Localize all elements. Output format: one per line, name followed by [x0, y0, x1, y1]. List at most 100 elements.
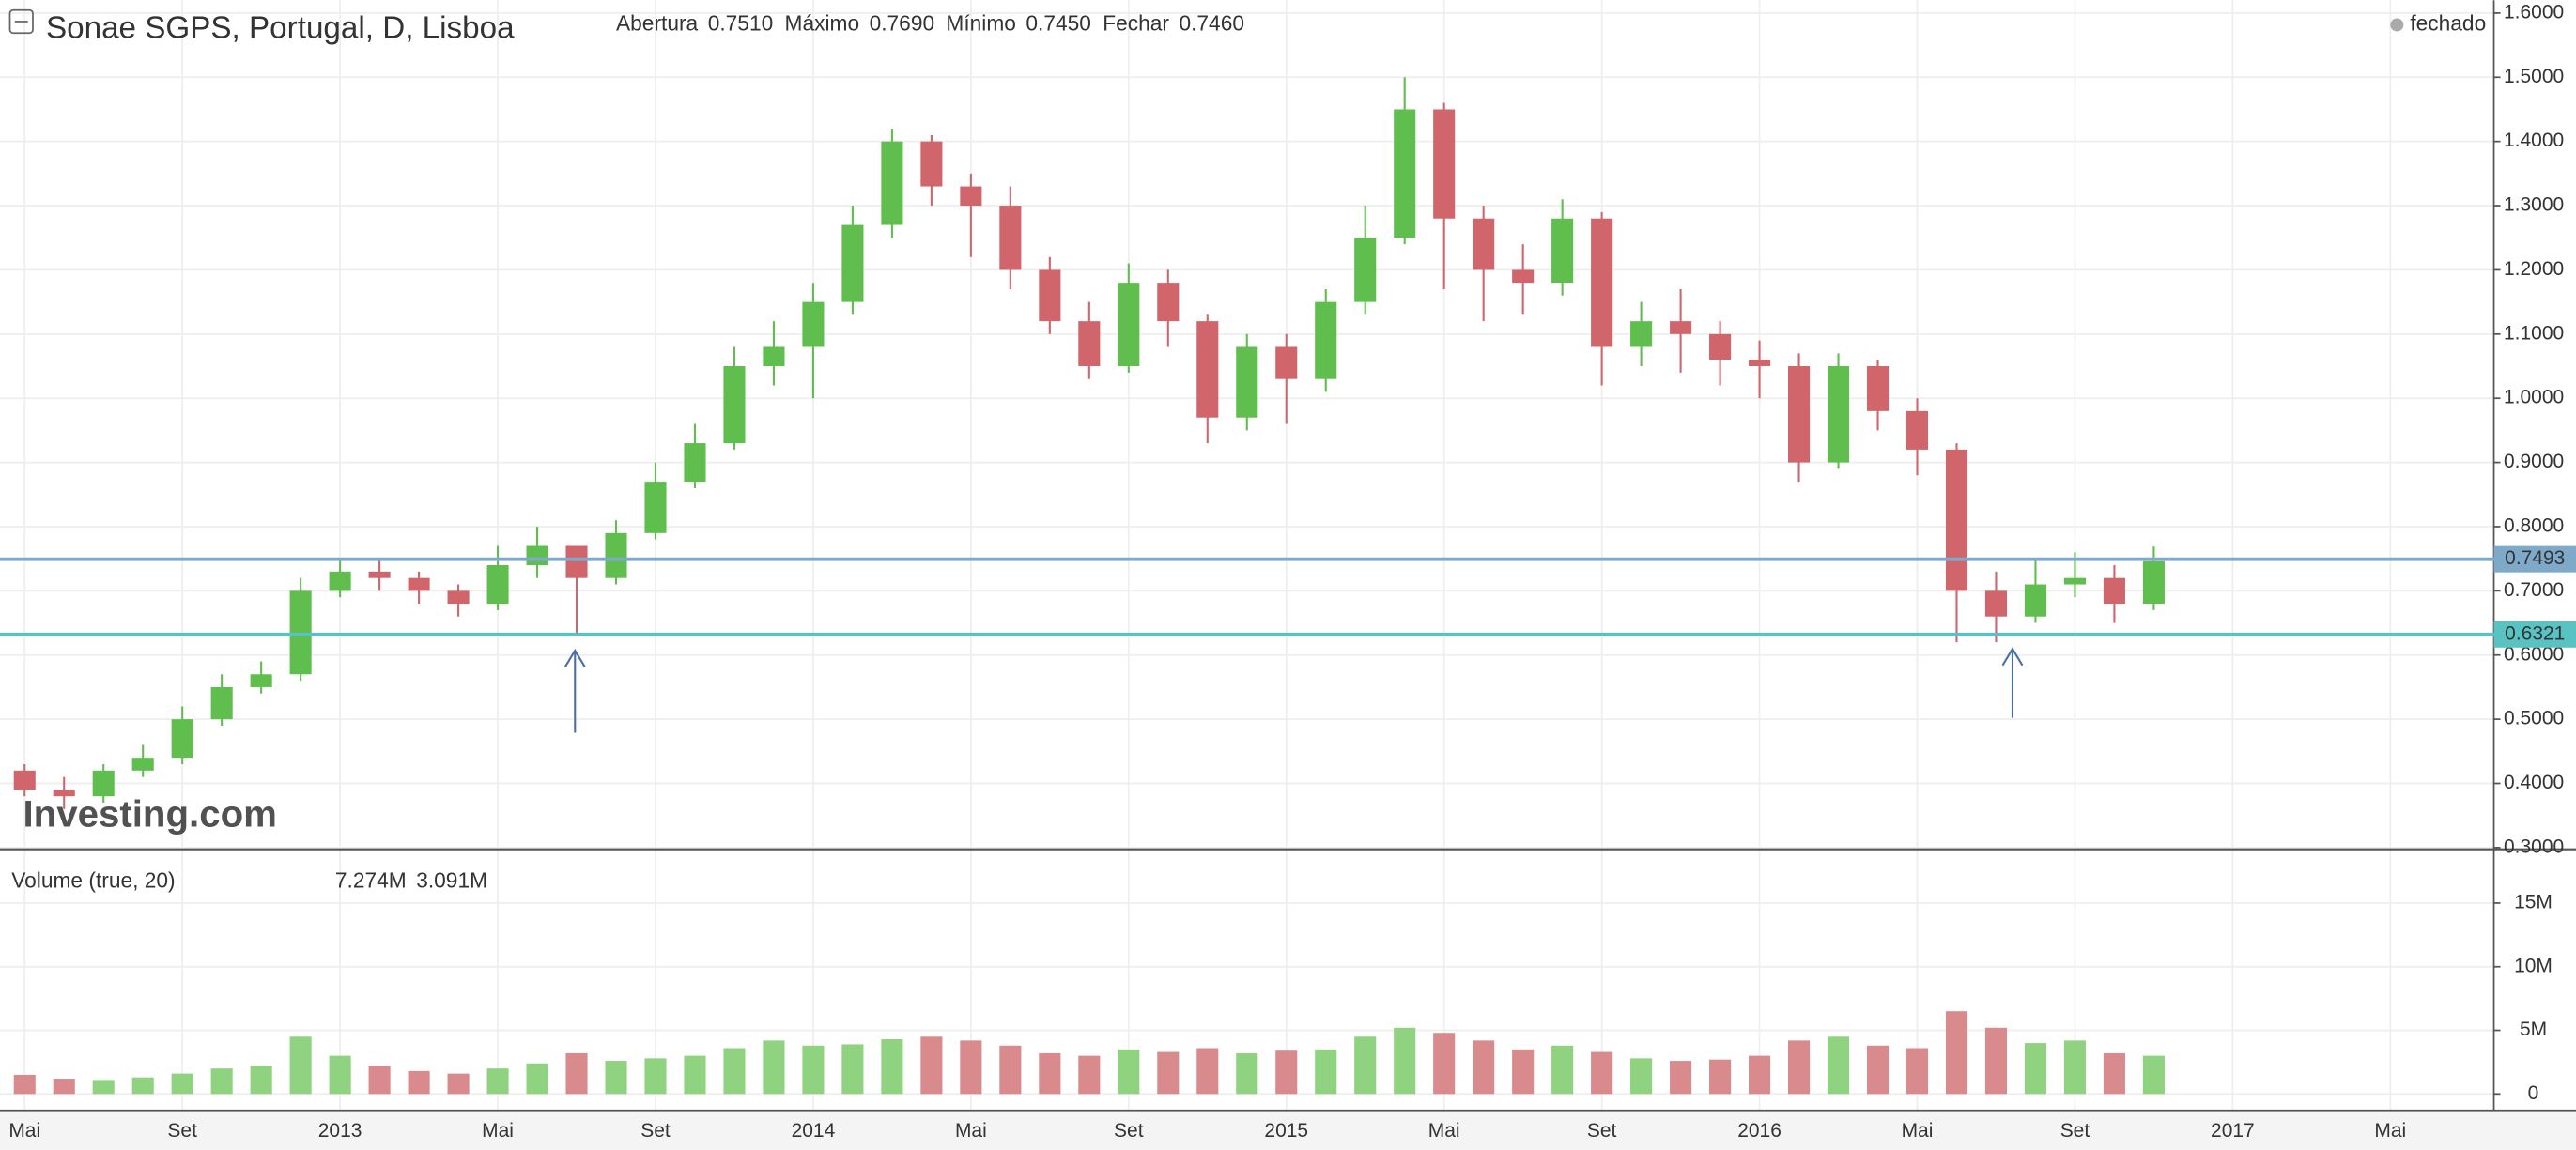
- candle-body: [1630, 321, 1653, 347]
- volume-bar: [92, 1080, 115, 1095]
- volume-bar: [1196, 1048, 1219, 1095]
- volume-bar: [53, 1079, 75, 1095]
- y-tick-label: 0.9000: [2504, 451, 2564, 472]
- collapse-button[interactable]: [8, 8, 34, 35]
- volume-bar: [368, 1066, 391, 1095]
- candle-body: [408, 577, 430, 591]
- candle-body: [289, 590, 312, 675]
- candle-body: [763, 346, 785, 367]
- candle-body: [1157, 283, 1180, 322]
- candle-body: [368, 571, 391, 578]
- candle-body: [565, 545, 588, 578]
- x-tick-label: Set: [1114, 1120, 1144, 1142]
- volume-bar: [960, 1040, 982, 1095]
- volume-bar: [1945, 1011, 1968, 1095]
- candle-body: [1236, 346, 1258, 418]
- volume-bar: [1275, 1050, 1298, 1095]
- candle-body: [1905, 410, 1929, 450]
- candle-body: [684, 443, 706, 483]
- y-tick-label: 0.7000: [2504, 579, 2564, 601]
- volume-bar: [289, 1036, 312, 1095]
- x-tick-label: 2013: [318, 1120, 362, 1142]
- volume-bar: [131, 1077, 154, 1095]
- header-value: 0.7510: [708, 10, 774, 35]
- v-tick-label: 10M: [2514, 955, 2553, 976]
- candle-body: [920, 141, 943, 187]
- candle-body: [841, 224, 864, 302]
- volume-bar: [605, 1061, 627, 1095]
- candle-body: [802, 301, 825, 347]
- x-tick-label: 2017: [2211, 1120, 2255, 1142]
- volume-bar: [526, 1063, 548, 1095]
- candle-body: [447, 590, 470, 605]
- header-label: Fechar: [1103, 10, 1169, 35]
- x-tick-label: Set: [640, 1120, 671, 1142]
- volume-bar: [250, 1066, 272, 1095]
- annotation-arrow: [2001, 647, 2024, 718]
- level-label: 0.6321: [2505, 622, 2565, 644]
- volume-values: 7.274M 3.091M: [335, 868, 487, 893]
- volume-bar: [841, 1044, 864, 1095]
- volume-bar: [565, 1052, 588, 1095]
- candle-body: [1591, 218, 1613, 347]
- marks-layer: [13, 77, 2165, 1095]
- candle-body: [1275, 346, 1298, 379]
- x-tick-label: 2016: [1737, 1120, 1782, 1142]
- candle-body: [526, 545, 548, 566]
- candle-body: [92, 770, 115, 797]
- candle-body: [644, 482, 667, 533]
- volume-bar: [1905, 1048, 1929, 1095]
- volume-bar: [486, 1068, 509, 1095]
- level-label-box: [2493, 621, 2576, 648]
- y-tick-label: 1.1000: [2504, 322, 2564, 344]
- header-label: Mínimo: [946, 10, 1016, 35]
- x-tick-label: 2014: [792, 1120, 836, 1142]
- candle-body: [1039, 269, 1061, 322]
- volume-bar: [408, 1070, 430, 1095]
- header-values: Abertura 0.7510 Máximo 0.7690 Mínimo 0.7450 Fe…: [616, 10, 1244, 35]
- volume-bar: [1236, 1052, 1258, 1095]
- candle-body: [1866, 366, 1890, 411]
- y-tick-label: 0.5000: [2504, 708, 2564, 729]
- y-tick-label: 1.4000: [2504, 130, 2564, 151]
- status: fechado: [2410, 10, 2486, 35]
- candle-body: [13, 770, 36, 790]
- v-tick-label: 15M: [2514, 892, 2553, 913]
- candle-body: [1078, 321, 1101, 367]
- volume-bar: [1354, 1036, 1377, 1095]
- header-value: 0.7690: [870, 10, 935, 35]
- volume-bar: [1670, 1061, 1692, 1095]
- volume-bar: [1630, 1058, 1653, 1095]
- y-tick-label: 1.2000: [2504, 258, 2564, 280]
- candle-body: [2103, 577, 2125, 605]
- candle-body: [1670, 321, 1692, 334]
- volume-bar: [920, 1036, 943, 1095]
- header-value: 0.7450: [1026, 10, 1091, 35]
- candle-body: [486, 565, 509, 605]
- volume-bar: [1788, 1040, 1811, 1095]
- candle-body: [1551, 218, 1574, 284]
- y-tick-label: 1.0000: [2504, 387, 2564, 408]
- candle-body: [1788, 366, 1811, 463]
- candle-body: [1196, 321, 1219, 418]
- watermark: Investing.com: [23, 792, 276, 835]
- volume-bar: [1551, 1045, 1574, 1095]
- x-tick-label: Mai: [1428, 1120, 1460, 1142]
- x-tick-label: Mai: [955, 1120, 987, 1142]
- y-tick-label: 1.6000: [2504, 1, 2564, 23]
- level-label: 0.7493: [2505, 547, 2565, 569]
- volume-bar: [2142, 1055, 2165, 1095]
- y-tick-label: 0.6000: [2504, 643, 2564, 665]
- candle-body: [960, 186, 982, 207]
- candle-body: [1709, 333, 1732, 360]
- volume-bar: [1512, 1049, 1535, 1095]
- volume-bar: [13, 1074, 36, 1095]
- volume-bar: [1866, 1045, 1890, 1095]
- volume-bar: [802, 1045, 825, 1095]
- volume-bar: [1118, 1049, 1140, 1095]
- candle-body: [605, 532, 627, 578]
- candle-body: [1749, 360, 1771, 367]
- candle-body: [1827, 366, 1850, 463]
- y-tick-label: 0.4000: [2504, 772, 2564, 793]
